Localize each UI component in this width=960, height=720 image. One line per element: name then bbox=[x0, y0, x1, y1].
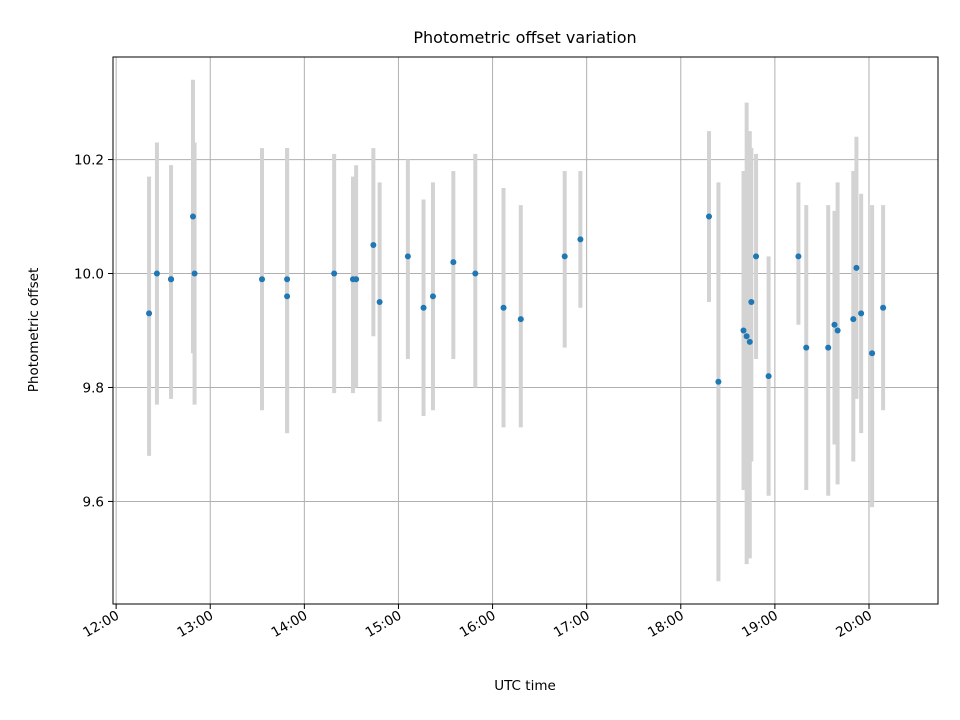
data-point bbox=[146, 310, 153, 317]
data-point bbox=[404, 253, 411, 260]
data-point bbox=[706, 213, 713, 220]
data-point bbox=[746, 338, 753, 345]
data-point bbox=[561, 253, 568, 260]
data-point bbox=[834, 327, 841, 334]
data-point bbox=[376, 299, 383, 306]
data-point bbox=[450, 259, 457, 266]
data-point bbox=[795, 253, 802, 260]
plot-frame bbox=[112, 56, 939, 605]
data-point bbox=[370, 242, 377, 249]
data-point bbox=[715, 378, 722, 385]
data-point bbox=[748, 299, 755, 306]
data-point bbox=[740, 327, 747, 334]
data-points bbox=[146, 213, 887, 385]
data-point bbox=[500, 304, 507, 311]
y-tick-label: 9.6 bbox=[83, 494, 104, 510]
data-point bbox=[472, 270, 479, 277]
data-point bbox=[517, 316, 524, 323]
data-point bbox=[880, 304, 887, 311]
data-point bbox=[191, 270, 198, 277]
y-tick-label: 10.2 bbox=[74, 153, 104, 169]
data-point bbox=[420, 304, 427, 311]
y-tick-label: 9.8 bbox=[83, 380, 104, 396]
chart-title: Photometric offset variation bbox=[413, 28, 636, 47]
data-point bbox=[858, 310, 865, 317]
data-point bbox=[743, 333, 750, 340]
y-tick-label: 10.0 bbox=[74, 267, 104, 283]
data-point bbox=[168, 276, 175, 283]
data-point bbox=[831, 321, 838, 328]
data-point bbox=[803, 344, 810, 351]
x-axis-label: UTC time bbox=[494, 678, 556, 694]
data-point bbox=[753, 253, 760, 260]
data-point bbox=[869, 350, 876, 357]
data-point bbox=[353, 276, 360, 283]
data-point bbox=[850, 316, 857, 323]
data-point bbox=[259, 276, 266, 283]
data-point bbox=[853, 264, 860, 271]
y-axis-ticks: 9.6 9.8 10.0 10.2 bbox=[74, 153, 113, 510]
data-point bbox=[765, 373, 772, 380]
grid bbox=[113, 57, 938, 604]
data-point bbox=[153, 270, 160, 277]
data-point bbox=[429, 293, 436, 300]
data-point bbox=[331, 270, 338, 277]
data-point bbox=[189, 213, 196, 220]
data-point bbox=[577, 236, 584, 243]
y-axis-label: Photometric offset bbox=[26, 268, 42, 392]
data-point bbox=[284, 293, 291, 300]
data-point bbox=[284, 276, 291, 283]
data-point bbox=[825, 344, 832, 351]
